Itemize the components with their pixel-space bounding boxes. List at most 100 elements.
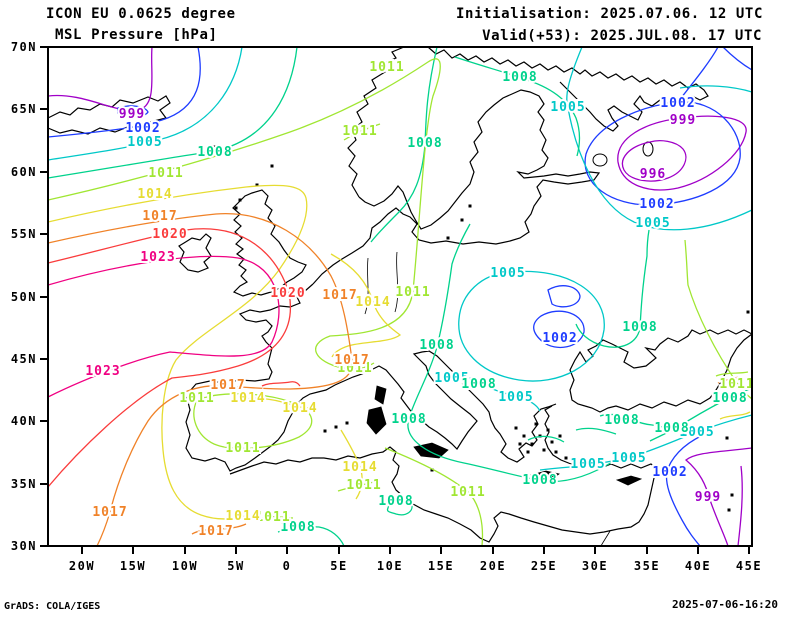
coastline: [312, 89, 601, 285]
contour-label-1008: 1008: [502, 70, 537, 85]
contour-label-1008: 1008: [522, 473, 557, 488]
contour-label-1011: 1011: [346, 478, 381, 493]
lon-axis-label: 10E: [377, 559, 403, 573]
island: [366, 406, 387, 435]
contour-line-1002: [547, 285, 581, 308]
contour-line-999: [684, 447, 752, 546]
island-speck: [270, 164, 274, 168]
contour-label-1002: 1002: [125, 121, 160, 136]
contour-label-1002: 1002: [652, 465, 687, 480]
island-speck: [323, 429, 327, 433]
contour-line-1005: [439, 375, 541, 412]
island-speck: [518, 442, 522, 446]
valid-time-label: Valid(+53): 2025.JUL.08. 17 UTC: [482, 28, 762, 44]
contour-label-1011: 1011: [148, 166, 183, 181]
contour-line-1011: [343, 123, 381, 141]
contour-label-1017: 1017: [210, 378, 245, 393]
coastline: [232, 189, 307, 297]
coastline: [229, 405, 658, 543]
island-speck: [514, 426, 518, 430]
contour-label-1005: 1005: [490, 266, 525, 281]
contour-label-1011: 1011: [255, 510, 290, 525]
contour-label-1020: 1020: [152, 227, 187, 242]
contour-line-1023: [48, 255, 280, 398]
island-speck: [460, 218, 464, 222]
contour-label-1011: 1011: [719, 377, 754, 392]
contour-label-1005: 1005: [434, 371, 469, 386]
contour-label-1017: 1017: [334, 353, 369, 368]
contour-label-1008: 1008: [407, 136, 442, 151]
island-speck: [550, 440, 554, 444]
lat-axis-label: 60N: [11, 165, 37, 179]
island-speck: [746, 310, 750, 314]
contour-label-999: 999: [695, 490, 721, 505]
contour-line-999: [617, 115, 747, 191]
contour-line-999: [48, 47, 153, 112]
coastline: [347, 47, 405, 198]
contour-line-1014: [234, 397, 316, 409]
island-speck: [234, 206, 238, 210]
island: [530, 470, 560, 481]
island-speck: [725, 436, 729, 440]
contour-label-1008: 1008: [622, 320, 657, 335]
island-speck: [446, 236, 450, 240]
contour-label-1017: 1017: [198, 524, 233, 539]
contour-label-1005: 1005: [570, 457, 605, 472]
lon-axis-label: 20W: [69, 559, 95, 573]
contour-label-999: 999: [670, 113, 696, 128]
contour-label-1005: 1005: [611, 451, 646, 466]
contour-line-1011: [384, 447, 484, 546]
contour-line-1005: [566, 47, 752, 231]
contour-label-999: 999: [119, 107, 145, 122]
contour-line-1011: [255, 516, 294, 521]
lake: [642, 141, 654, 157]
lon-axis-label: 45E: [736, 559, 762, 573]
island-speck: [730, 493, 734, 497]
contour-line-1008: [649, 387, 752, 442]
island-speck: [558, 434, 562, 438]
coastline: [569, 329, 752, 407]
contour-label-1014: 1014: [225, 509, 260, 524]
contour-label-1011: 1011: [225, 441, 260, 456]
lat-axis-label: 40N: [11, 414, 37, 428]
lat-axis-label: 55N: [11, 227, 37, 241]
contour-label-1017: 1017: [92, 505, 127, 520]
contour-label-1005: 1005: [550, 100, 585, 115]
contour-label-1014: 1014: [137, 187, 172, 202]
lake: [592, 153, 608, 167]
model-title: ICON EU 0.0625 degree: [46, 6, 236, 22]
contour-label-1002: 1002: [660, 96, 695, 111]
island: [374, 385, 387, 405]
contour-label-1011: 1011: [369, 60, 404, 75]
contour-label-1008: 1008: [280, 520, 315, 535]
island-speck: [727, 508, 731, 512]
island-speck: [238, 198, 242, 202]
contour-line-1008: [527, 435, 565, 443]
contour-line-1011: [48, 58, 441, 370]
coastline: [48, 95, 171, 135]
river: [600, 530, 611, 546]
contour-line-1005: [458, 270, 605, 382]
lon-axis-label: 10W: [172, 559, 198, 573]
river: [394, 251, 399, 313]
lon-axis-label: 0: [283, 559, 292, 573]
grads-credit: GrADS: COLA/IGES: [4, 601, 101, 612]
contour-line-1008: [454, 56, 581, 157]
contour-label-1008: 1008: [604, 413, 639, 428]
contour-line-1020: [48, 228, 291, 488]
contour-line-1005: [48, 47, 243, 161]
coastline: [185, 283, 557, 472]
contour-line-1017: [191, 523, 247, 535]
coastline: [584, 333, 752, 413]
contour-line-1008: [575, 229, 650, 348]
contour-label-1011: 1011: [450, 485, 485, 500]
contour-label-1008: 1008: [197, 145, 232, 160]
coastline: [427, 47, 709, 132]
contour-line-1017: [717, 376, 739, 384]
contour-line-1008: [48, 47, 298, 179]
contour-label-1008: 1008: [461, 377, 496, 392]
lat-axis-label: 50N: [11, 290, 37, 304]
lat-axis-label: 65N: [11, 102, 37, 116]
